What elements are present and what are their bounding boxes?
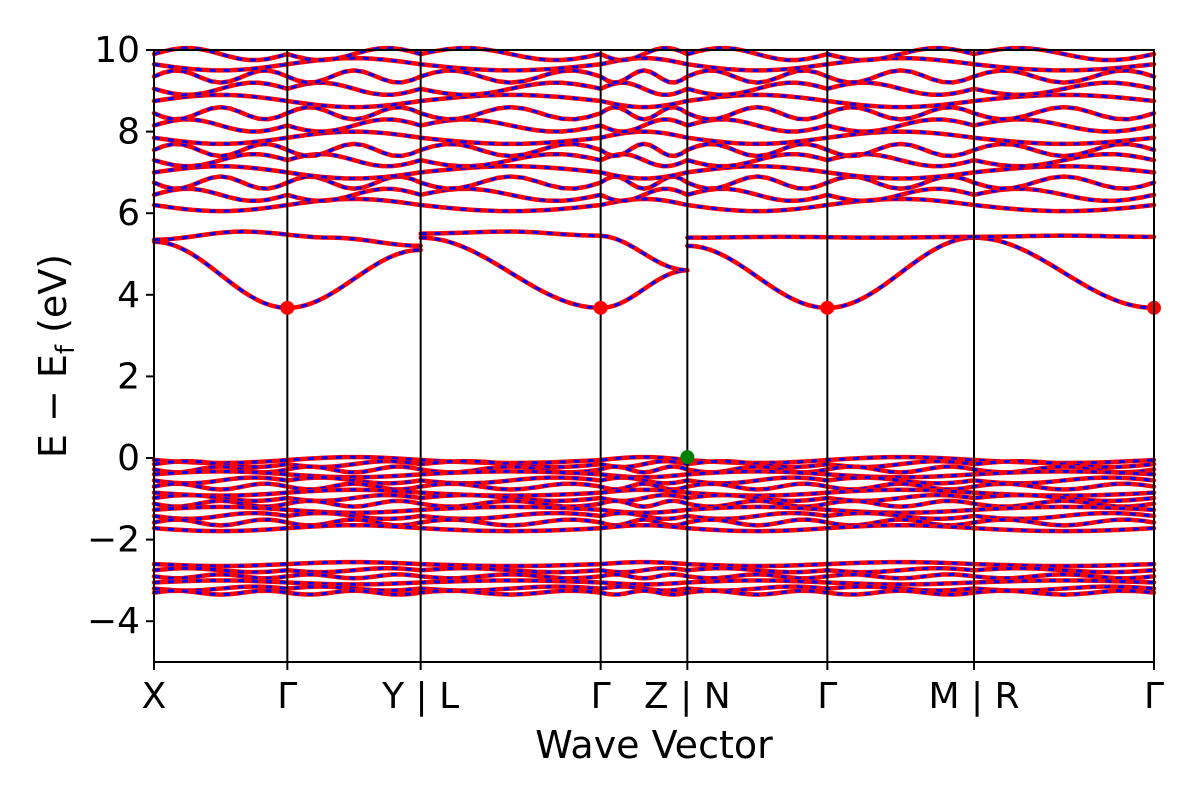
cbm-marker-1 (593, 300, 608, 315)
band-cb-lower-seg-6-spin-up (971, 235, 1157, 311)
vbm-marker-0 (680, 450, 695, 465)
y-tick-label-4: 4 (117, 275, 140, 316)
y-tick-label-7: 10 (94, 30, 140, 71)
x-tick-label-6: M | R (928, 676, 1019, 717)
band-conduction_high-8-spin-down (153, 105, 1155, 121)
band-conduction_high-3-spin-down (153, 164, 1155, 181)
y-tick-label-5: 6 (117, 193, 140, 234)
band-valence-2-spin-down (153, 464, 1155, 474)
y-tick-label-0: −4 (87, 601, 140, 642)
band-valence-10-spin-down (153, 511, 1155, 521)
band-cb-lower-seg-0-spin-down (153, 240, 288, 310)
x-axis-ticks: X Γ Y | L Γ Z | N Γ M | R Γ (142, 662, 1164, 717)
x-axis-title: Wave Vector (535, 723, 773, 767)
band-cb-upper-seg-2-spin-down (687, 235, 975, 240)
x-tick-label-2: Y | L (381, 676, 459, 717)
cbm-marker-0 (280, 300, 295, 315)
band-core-1-spin-down (153, 566, 1155, 574)
band-cb-lower-seg-6-spin-down (973, 236, 1155, 310)
y-axis-title-main: E − E (31, 354, 75, 458)
x-tick-label-5: Γ (817, 676, 837, 717)
band-cb-lower-seg-4-spin-up (685, 243, 830, 311)
band-valence-6-spin-down (153, 488, 1155, 498)
band-conduction_high-9-spin-down (153, 93, 1155, 109)
band-core-5-spin-up (151, 588, 1157, 597)
y-axis-title-unit: (eV) (31, 254, 75, 345)
band-cb-upper-seg-3-spin-up (971, 233, 1157, 240)
cbm-marker-2 (820, 300, 835, 315)
y-tick-label-6: 8 (117, 112, 140, 153)
band-cb-lower-seg-1-spin-down (287, 248, 421, 310)
band-valence-4-spin-down (153, 476, 1155, 485)
band-cb-lower-seg-5-spin-up (825, 235, 977, 311)
band-core-2-spin-down (153, 572, 1155, 580)
band-conduction_high-7-spin-down (153, 118, 1155, 133)
y-tick-label-1: −2 (87, 520, 140, 561)
band-conduction_high-1-spin-down (153, 187, 1155, 203)
band-core-0-spin-up (151, 559, 1157, 569)
band-core-0-spin-down (153, 560, 1155, 568)
band-conduction_high-13-spin-down (153, 46, 1155, 62)
y-axis-ticks: −4 −2 0 2 4 6 8 10 (87, 30, 154, 642)
band-core-2-spin-up (151, 572, 1157, 581)
band-core-5-spin-down (153, 589, 1155, 597)
band-cb-lower-seg-2-spin-down (420, 236, 601, 310)
x-tick-label-0: X (142, 676, 167, 717)
band-cb-upper-seg-1-spin-up (418, 229, 690, 273)
band-cb-lower-seg-2-spin-up (418, 235, 603, 311)
band-conduction_high-10-spin-up (151, 80, 1157, 97)
x-tick-label-3: Γ (591, 676, 611, 717)
band-conduction_high-11-spin-down (153, 68, 1155, 85)
band-core-3-spin-up (151, 578, 1157, 587)
band-conduction_high-6-spin-down (153, 130, 1155, 146)
x-tick-label-1: Γ (277, 676, 297, 717)
y-tick-label-3: 2 (117, 356, 140, 397)
band-valence-0-spin-down (153, 455, 1155, 465)
band-valence-12-spin-down (153, 523, 1155, 533)
band-core-1-spin-up (151, 566, 1157, 575)
bands-layer (151, 45, 1157, 597)
band-cb-upper-seg-1-spin-down (420, 230, 688, 272)
band-valence-12-spin-up (151, 522, 1157, 534)
y-tick-label-2: 0 (117, 438, 140, 479)
extrema-markers (280, 300, 1161, 465)
y-axis-title: E − Ef (eV) (31, 254, 81, 458)
y-axis-title-subscript: f (51, 344, 81, 354)
x-tick-label-7: Γ (1144, 676, 1164, 717)
x-tick-label-4: Z | N (644, 676, 731, 717)
plot-frame (153, 49, 1155, 663)
band-core-3-spin-down (153, 578, 1155, 586)
band-cb-lower-seg-3-spin-down (600, 268, 688, 310)
band-cb-upper-seg-3-spin-down (973, 234, 1155, 239)
band-cb-lower-seg-5-spin-down (827, 236, 975, 310)
band-cb-lower-seg-4-spin-down (687, 244, 828, 310)
band-cb-upper-seg-0-spin-down (153, 230, 421, 248)
band-conduction_high-5-spin-down (153, 142, 1155, 158)
band-valence-8-spin-down (153, 499, 1155, 509)
